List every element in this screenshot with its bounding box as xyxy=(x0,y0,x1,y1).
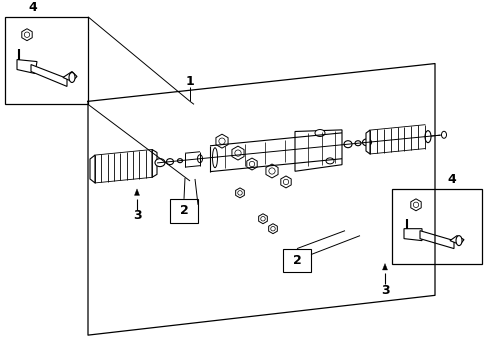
Text: 3: 3 xyxy=(133,209,141,222)
Polygon shape xyxy=(134,189,140,195)
Bar xyxy=(170,199,198,223)
Ellipse shape xyxy=(441,131,446,138)
Ellipse shape xyxy=(219,138,225,144)
Polygon shape xyxy=(450,236,464,244)
Ellipse shape xyxy=(355,141,361,146)
Ellipse shape xyxy=(344,141,352,148)
Bar xyxy=(392,189,482,264)
Polygon shape xyxy=(152,149,157,177)
Polygon shape xyxy=(404,229,422,240)
Polygon shape xyxy=(247,158,257,170)
Polygon shape xyxy=(63,72,77,81)
Text: 4: 4 xyxy=(448,174,456,186)
Polygon shape xyxy=(232,146,244,160)
Polygon shape xyxy=(281,176,291,188)
Polygon shape xyxy=(216,134,228,148)
Text: 1: 1 xyxy=(186,75,195,88)
Ellipse shape xyxy=(155,159,165,167)
Ellipse shape xyxy=(315,130,325,136)
Ellipse shape xyxy=(238,191,242,195)
Polygon shape xyxy=(420,231,454,249)
Ellipse shape xyxy=(69,72,75,82)
Ellipse shape xyxy=(167,159,173,165)
Polygon shape xyxy=(90,155,95,183)
Polygon shape xyxy=(22,29,32,41)
Ellipse shape xyxy=(24,32,30,37)
Polygon shape xyxy=(295,130,342,171)
Ellipse shape xyxy=(326,158,334,164)
Ellipse shape xyxy=(456,236,462,246)
Polygon shape xyxy=(259,214,268,224)
Text: 3: 3 xyxy=(381,284,390,297)
Polygon shape xyxy=(411,199,421,211)
Ellipse shape xyxy=(213,148,218,168)
Ellipse shape xyxy=(249,161,255,167)
Polygon shape xyxy=(236,188,245,198)
Polygon shape xyxy=(31,64,67,86)
Ellipse shape xyxy=(269,168,275,174)
Ellipse shape xyxy=(177,159,182,163)
Ellipse shape xyxy=(197,155,202,163)
Text: 2: 2 xyxy=(180,204,188,217)
Ellipse shape xyxy=(425,131,431,143)
Polygon shape xyxy=(383,264,388,270)
Bar xyxy=(283,249,311,273)
Bar xyxy=(5,17,88,104)
Ellipse shape xyxy=(413,202,418,207)
Polygon shape xyxy=(266,164,278,178)
Text: 2: 2 xyxy=(293,254,301,267)
Ellipse shape xyxy=(363,139,371,146)
Ellipse shape xyxy=(283,179,289,185)
Polygon shape xyxy=(17,59,37,73)
Text: 4: 4 xyxy=(28,1,37,14)
Ellipse shape xyxy=(271,226,275,231)
Polygon shape xyxy=(366,130,370,154)
Polygon shape xyxy=(269,224,277,234)
Ellipse shape xyxy=(235,150,241,156)
Ellipse shape xyxy=(261,216,265,221)
